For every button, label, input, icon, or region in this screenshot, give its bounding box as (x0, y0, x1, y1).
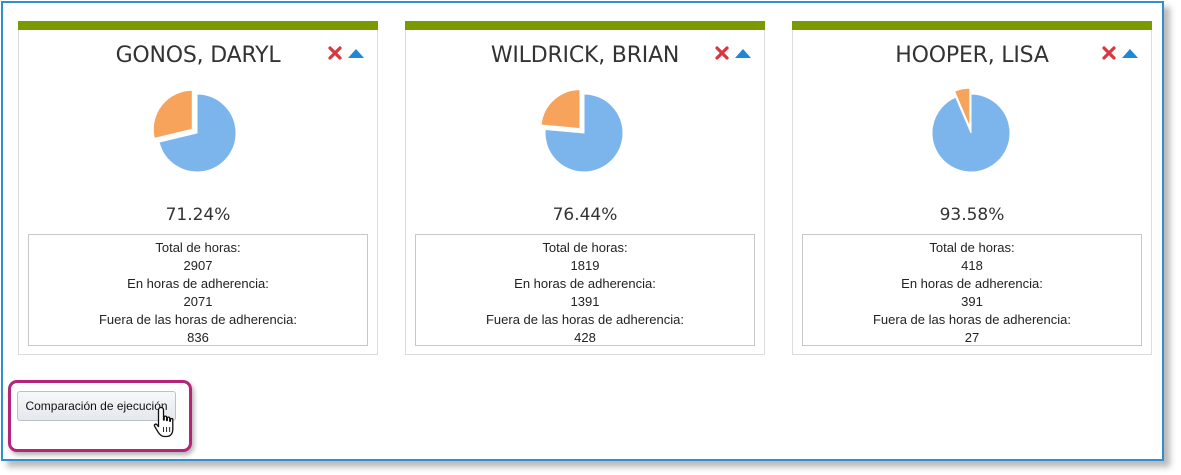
in-adherence-label: En horas de adherencia: (901, 276, 1043, 291)
pie-slice-out-adherence (152, 89, 193, 140)
hand-pointer-icon (153, 406, 174, 438)
triangle-up-icon[interactable] (347, 45, 364, 61)
agent-name: GONOS, DARYL (115, 43, 281, 68)
compare-execution-button[interactable]: Comparación de ejecución (17, 391, 176, 421)
agent-card-2: HOOPER, LISA 93.58% Total de horas: 418 … (792, 21, 1152, 355)
in-adherence-value: 1391 (570, 294, 600, 309)
adherence-percent: 93.58% (939, 205, 1005, 225)
adherence-percent: 76.44% (552, 205, 618, 225)
agent-card-0: GONOS, DARYL 71.24% Total de horas: 2907… (18, 21, 378, 355)
in-adherence-label: En horas de adherencia: (514, 276, 656, 291)
adherence-pie-chart (540, 89, 624, 173)
in-adherence-label: En horas de adherencia: (127, 276, 269, 291)
total-hours-label: Total de horas: (542, 240, 628, 255)
adherence-percent: 71.24% (165, 205, 231, 225)
pie-slice-in-adherence (931, 93, 1011, 173)
out-adherence-value: 836 (187, 330, 209, 345)
total-hours-value: 418 (961, 258, 983, 273)
card-actions (327, 43, 364, 63)
pie-slice-out-adherence (953, 87, 971, 128)
adherence-pie-chart (152, 89, 237, 173)
total-hours-value: 1819 (570, 258, 600, 273)
card-actions (714, 43, 751, 63)
hours-summary: Total de horas: 2907 En horas de adheren… (28, 234, 368, 346)
close-x-icon[interactable] (1101, 45, 1117, 61)
adherence-pie-chart (931, 87, 1011, 173)
card-header-bar (405, 21, 765, 30)
out-adherence-value: 27 (964, 330, 980, 345)
total-hours-label: Total de horas: (155, 240, 241, 255)
close-x-icon[interactable] (327, 45, 343, 61)
hours-summary: Total de horas: 418 En horas de adherenc… (802, 234, 1142, 346)
out-adherence-value: 428 (574, 330, 596, 345)
card-actions (1101, 43, 1138, 63)
agent-name: HOOPER, LISA (895, 43, 1049, 68)
out-adherence-label: Fuera de las horas de adherencia: (98, 312, 297, 327)
hours-summary: Total de horas: 1819 En horas de adheren… (415, 234, 755, 346)
triangle-up-icon[interactable] (734, 45, 751, 61)
in-adherence-value: 2071 (183, 294, 213, 309)
close-x-icon[interactable] (714, 45, 730, 61)
pie-slice-out-adherence (540, 89, 581, 130)
pie-slice-in-adherence (158, 93, 237, 173)
triangle-up-icon[interactable] (1121, 45, 1138, 61)
card-header-bar (18, 21, 378, 30)
pie-slice-in-adherence (544, 93, 624, 173)
in-adherence-value: 391 (961, 294, 983, 309)
app-frame: GONOS, DARYL 71.24% Total de horas: 2907… (1, 1, 1164, 461)
card-header-bar (792, 21, 1152, 30)
total-hours-value: 2907 (183, 258, 213, 273)
total-hours-label: Total de horas: (929, 240, 1015, 255)
agent-card-1: WILDRICK, BRIAN 76.44% Total de horas: 1… (405, 21, 765, 355)
agent-name: WILDRICK, BRIAN (490, 43, 680, 68)
out-adherence-label: Fuera de las horas de adherencia: (485, 312, 684, 327)
out-adherence-label: Fuera de las horas de adherencia: (872, 312, 1071, 327)
